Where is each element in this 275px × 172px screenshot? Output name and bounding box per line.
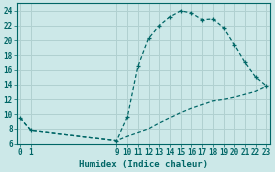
X-axis label: Humidex (Indice chaleur): Humidex (Indice chaleur) [79,159,208,169]
